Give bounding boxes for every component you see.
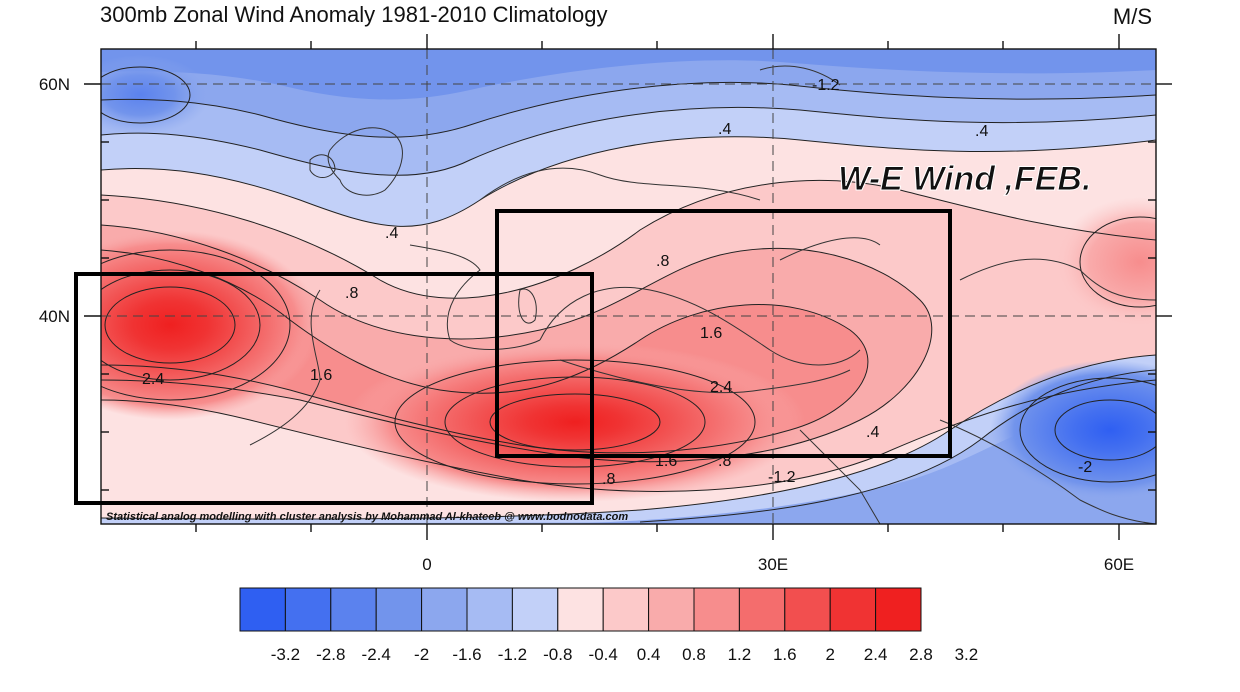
contour-label: .8 <box>602 471 615 488</box>
analysis-box-east <box>495 209 952 458</box>
colorbar-swatch <box>511 587 559 632</box>
colorbar-swatch <box>648 587 695 632</box>
contour-label: .4 <box>866 424 879 441</box>
colorbar-tick-label: 2.4 <box>864 645 888 664</box>
credit-text: Statistical analog modelling with cluste… <box>106 511 628 523</box>
colorbar-swatch <box>239 587 286 632</box>
contour-label: -1.2 <box>768 469 796 486</box>
colorbar-tick-label: -1.6 <box>452 645 481 664</box>
units-label: M/S <box>1113 4 1152 29</box>
colorbar-swatch <box>829 587 877 632</box>
map-title: 300mb Zonal Wind Anomaly 1981-2010 Clima… <box>100 2 608 27</box>
anomaly-field <box>101 49 1156 524</box>
contour-label: 2.4 <box>142 371 164 388</box>
contour-label: .4 <box>718 121 731 138</box>
colorbar-tick-label: 1.6 <box>773 645 797 664</box>
colorbar-swatch <box>330 587 377 632</box>
colorbar: -3.2 -2.8 -2.4 -2 -1.6 -1.2 -0.8 -0.4 0.4 0.8 1.2 1… <box>239 587 979 664</box>
colorbar-swatch <box>466 587 513 632</box>
colorbar-tick-label: -0.4 <box>589 645 618 664</box>
colorbar-tick-label: -2.8 <box>316 645 345 664</box>
analysis-box-west <box>74 272 594 505</box>
contour-label: 2.4 <box>710 379 732 396</box>
tick-marks <box>84 34 1172 540</box>
contour-label: .4 <box>385 225 398 242</box>
colorbar-swatch <box>284 587 332 632</box>
colorbar-tick-label: 1.2 <box>728 645 752 664</box>
colorbar-tick-label: 0.4 <box>637 645 661 664</box>
colorbar-tick-label: 0.8 <box>682 645 706 664</box>
contour-label: -1.2 <box>812 77 840 94</box>
min-northwest <box>101 55 210 135</box>
colorbar-tick-label: 2.8 <box>909 645 933 664</box>
colorbar-tick-label: -3.2 <box>271 645 300 664</box>
colorbar-swatch <box>784 587 831 632</box>
contour-label: .8 <box>345 285 358 302</box>
max-west <box>101 230 320 420</box>
lat-label-40n: 40N <box>39 307 70 326</box>
colorbar-swatch <box>738 587 786 632</box>
colorbar-tick-label: 3.2 <box>955 645 979 664</box>
map-frame <box>100 48 1157 525</box>
colorbar-swatch <box>375 587 423 632</box>
colorbar-tick-label: -1.2 <box>498 645 527 664</box>
min-southeast <box>990 360 1156 500</box>
coastlines <box>249 65 1156 524</box>
lon-label-60e: 60E <box>1104 555 1134 574</box>
contour-labels: -1.2 .4 .4 .4 .8 1.6 2.4 .8 1.6 2.4 .4 1… <box>142 77 1092 488</box>
lon-label-0: 0 <box>422 555 431 574</box>
wind-annotation: W-E Wind ,FEB. <box>838 160 1091 198</box>
colorbar-tick-label: -2.4 <box>362 645 391 664</box>
lon-label-30e: 30E <box>758 555 788 574</box>
colorbar-swatch <box>693 587 740 632</box>
contour-label: .8 <box>656 253 669 270</box>
contour-label: 1.6 <box>310 367 332 384</box>
colorbar-tick-label: 2 <box>825 645 834 664</box>
contour-label: 1.6 <box>700 325 722 342</box>
max-central <box>345 342 805 502</box>
colorbar-tick-label: -2 <box>414 645 429 664</box>
lat-label-60n: 60N <box>39 75 70 94</box>
colorbar-swatch <box>557 587 604 632</box>
max-east <box>1055 197 1156 327</box>
colorbar-swatch <box>602 587 650 632</box>
contour-label: .4 <box>975 123 988 140</box>
colorbar-swatch <box>421 587 468 632</box>
contour-label: -2 <box>1078 459 1092 476</box>
colorbar-swatch <box>875 587 922 632</box>
colorbar-tick-label: -0.8 <box>543 645 572 664</box>
